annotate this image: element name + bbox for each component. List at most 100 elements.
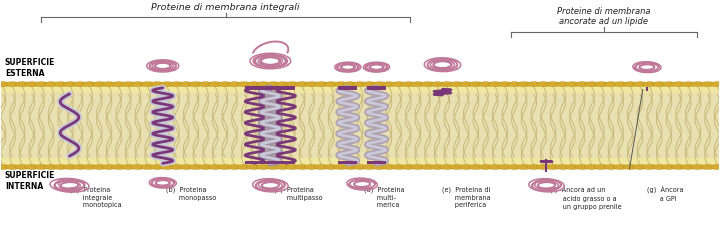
Circle shape [710,82,720,86]
Circle shape [633,82,647,86]
Circle shape [5,164,19,170]
Circle shape [430,164,444,170]
Circle shape [35,164,49,170]
Circle shape [498,164,512,170]
Circle shape [681,82,696,86]
Circle shape [24,82,39,86]
Text: SUPERFICIE
ESTERNA: SUPERFICIE ESTERNA [5,58,55,78]
Circle shape [701,82,715,86]
Circle shape [536,82,551,86]
Circle shape [314,82,328,86]
Circle shape [401,164,415,170]
Circle shape [701,164,715,170]
Circle shape [343,82,358,86]
Circle shape [256,82,271,86]
Circle shape [488,82,503,86]
Circle shape [392,82,406,86]
Circle shape [44,82,58,86]
Circle shape [24,164,39,170]
Circle shape [372,82,387,86]
Circle shape [228,82,242,86]
Circle shape [440,164,454,170]
Circle shape [526,82,541,86]
Circle shape [15,82,30,86]
Circle shape [469,82,483,86]
Circle shape [112,164,126,170]
Circle shape [642,164,657,170]
Circle shape [247,82,261,86]
Circle shape [295,82,310,86]
Circle shape [440,82,454,86]
Circle shape [121,82,135,86]
Circle shape [594,82,608,86]
Circle shape [430,82,444,86]
Circle shape [604,164,618,170]
Circle shape [83,164,97,170]
Bar [367,161,386,164]
Text: (f)  Àncora ad un
      acido grasso o a
      un gruppo prenile: (f) Àncora ad un acido grasso o a un gru… [550,186,621,210]
Circle shape [556,82,570,86]
Circle shape [623,82,637,86]
Circle shape [199,164,212,170]
Circle shape [140,82,155,86]
Circle shape [604,82,618,86]
Circle shape [102,82,116,86]
Circle shape [73,164,87,170]
Circle shape [305,82,319,86]
Circle shape [63,164,78,170]
Text: (b)  Proteina
      monopasso: (b) Proteina monopasso [166,186,217,201]
Bar [261,161,279,164]
Circle shape [353,82,367,86]
Circle shape [324,164,338,170]
Circle shape [160,164,174,170]
Circle shape [63,82,78,86]
Circle shape [652,164,667,170]
Bar [261,86,279,90]
Circle shape [546,82,560,86]
Circle shape [575,164,589,170]
Circle shape [575,82,589,86]
Circle shape [35,82,49,86]
Circle shape [266,164,280,170]
Bar [246,161,264,164]
Circle shape [690,82,705,86]
Bar [276,86,295,90]
Circle shape [208,164,222,170]
Circle shape [517,82,531,86]
Circle shape [546,164,560,170]
Circle shape [15,164,30,170]
Text: (g)  Àncora
      a GPI: (g) Àncora a GPI [647,186,683,202]
Circle shape [410,82,425,86]
Circle shape [53,82,68,86]
Circle shape [420,82,435,86]
Circle shape [83,82,97,86]
Circle shape [208,82,222,86]
Circle shape [276,82,290,86]
Circle shape [508,164,521,170]
Circle shape [343,164,358,170]
Circle shape [459,82,473,86]
Circle shape [276,164,290,170]
Bar [276,161,295,164]
Text: Proteine di membrana
ancorate ad un lipide: Proteine di membrana ancorate ad un lipi… [557,7,651,26]
Circle shape [652,82,667,86]
Circle shape [690,164,705,170]
Circle shape [536,164,551,170]
Circle shape [353,164,367,170]
Circle shape [662,164,676,170]
Circle shape [228,164,242,170]
Circle shape [613,164,628,170]
Circle shape [179,82,194,86]
Circle shape [92,164,107,170]
Circle shape [169,82,184,86]
Circle shape [256,164,271,170]
Circle shape [102,164,116,170]
Circle shape [199,82,212,86]
Circle shape [449,82,464,86]
Circle shape [285,82,300,86]
Circle shape [140,164,155,170]
Circle shape [0,164,10,170]
Text: Proteine di membrana integrali: Proteine di membrana integrali [151,3,300,12]
Circle shape [305,164,319,170]
Circle shape [333,164,348,170]
